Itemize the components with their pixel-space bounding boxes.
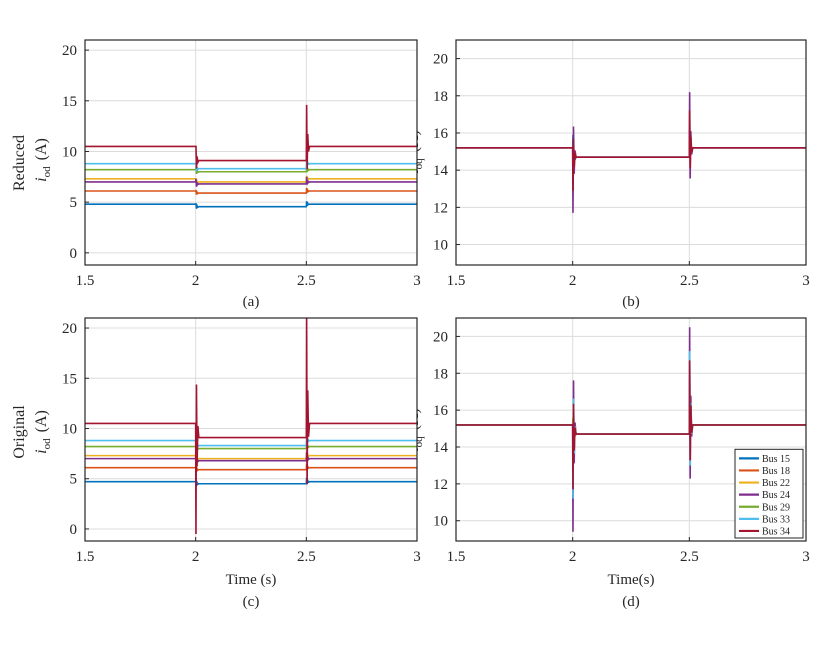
svg-text:iod(A): iod (A) — [33, 138, 53, 182]
row-label-top: Reduced — [11, 135, 28, 191]
ytick-label-d-1: 12 — [433, 477, 448, 493]
xtick-label-a-2: 2.5 — [297, 273, 316, 289]
ytick-label-c-3: 15 — [62, 371, 77, 387]
xtick-label-d-2: 2.5 — [680, 549, 699, 565]
caption-c: (c) — [243, 594, 260, 610]
axes-box-a — [84, 39, 418, 266]
xtick-label-b-0: 1.5 — [447, 273, 466, 289]
series-line-a-bus-15 — [85, 201, 417, 209]
xtick-label-b-1: 2 — [569, 273, 577, 289]
series-line-a-bus-24 — [85, 176, 417, 187]
ylabel-d-sub: oq — [413, 436, 425, 448]
ytick-label-c-0: 0 — [70, 522, 78, 538]
series-line-d-bus-34 — [456, 360, 806, 490]
series-group-a — [85, 104, 417, 209]
plot-area-b — [456, 40, 806, 265]
ytick-label-a-4: 20 — [62, 43, 77, 59]
xtick-label-d-3: 3 — [802, 549, 810, 565]
xtick-label-a-3: 3 — [413, 273, 421, 289]
ytick-label-c-1: 5 — [70, 472, 78, 488]
legend-label-bus-22: Bus 22 — [762, 478, 790, 489]
series-group-c — [85, 318, 417, 534]
panel-a: 1.5 2 2.5 3 0 5 10 15 20 (a) — [62, 39, 421, 310]
xtick-label-b-2: 2.5 — [680, 273, 699, 289]
series-line-a-bus-34 — [85, 104, 417, 170]
ytick-label-a-2: 10 — [62, 144, 77, 160]
ylabel-a-symbol: i — [33, 177, 50, 181]
svg-text:iod(A): iod (A) — [33, 410, 53, 454]
caption-b: (b) — [622, 294, 640, 310]
axes-box-b — [455, 39, 807, 266]
ytick-label-a-1: 5 — [70, 195, 78, 211]
ytick-label-b-2: 14 — [433, 163, 449, 179]
xlabel-d: Time(s) — [608, 572, 655, 588]
ylabel-c-sub: od — [41, 438, 53, 450]
row-label-reduced: Reduced — [11, 135, 28, 191]
ytick-label-d-2: 14 — [433, 440, 449, 456]
ylabel-a-sub: od — [41, 166, 53, 178]
ytick-label-b-5: 20 — [433, 52, 448, 68]
ylabel-c-symbol: i — [33, 449, 50, 453]
ytick-label-a-3: 15 — [62, 94, 77, 110]
ytick-label-d-5: 20 — [433, 329, 448, 345]
axes-box-c — [84, 317, 418, 542]
legend-label-bus-18: Bus 18 — [762, 466, 790, 477]
plot-area-a — [85, 40, 417, 265]
ytick-label-b-4: 18 — [433, 89, 448, 105]
ytick-label-a-0: 0 — [70, 246, 78, 262]
ytick-label-b-1: 12 — [433, 200, 448, 216]
ylabel-b-sub: oq — [413, 158, 425, 170]
xlabel-c: Time (s) — [226, 572, 277, 588]
panel-c: 1.5 2 2.5 3 0 5 10 15 20 Time (s) (c) — [62, 317, 421, 610]
legend-label-bus-24: Bus 24 — [762, 490, 790, 501]
xtick-label-c-3: 3 — [413, 549, 421, 565]
series-group-b — [456, 92, 806, 213]
ytick-label-b-3: 16 — [433, 126, 449, 142]
row-label-original: Original — [11, 405, 28, 459]
ytick-label-c-4: 20 — [62, 321, 77, 337]
xtick-label-d-0: 1.5 — [447, 549, 466, 565]
legend-label-bus-15: Bus 15 — [762, 454, 790, 465]
ytick-label-d-3: 16 — [433, 403, 449, 419]
ytick-label-b-0: 10 — [433, 238, 448, 254]
ytick-label-d-0: 10 — [433, 514, 448, 530]
ylabel-c: iod (A) — [33, 410, 53, 454]
ylabel-c-unit: (A) — [33, 410, 50, 432]
ytick-label-c-2: 10 — [62, 421, 77, 437]
ylabel-a-unit: (A) — [33, 138, 50, 160]
series-line-b-bus-34 — [456, 110, 806, 191]
xtick-label-c-1: 2 — [192, 549, 200, 565]
caption-a: (a) — [243, 294, 260, 310]
xtick-label-b-3: 3 — [802, 273, 810, 289]
xtick-label-c-2: 2.5 — [297, 549, 316, 565]
xtick-label-a-1: 2 — [192, 273, 200, 289]
axes-box-d — [455, 317, 807, 542]
legend-label-bus-29: Bus 29 — [762, 502, 790, 513]
series-line-a-bus-18 — [85, 187, 417, 195]
row-label-bottom: Original — [11, 405, 28, 459]
ytick-label-d-4: 18 — [433, 366, 448, 382]
plot-area-c — [85, 318, 417, 541]
caption-d: (d) — [622, 594, 640, 610]
series-group-d — [456, 327, 806, 532]
panel-b: 1.5 2 2.5 3 10 12 14 16 18 20 (b) — [433, 39, 810, 310]
ylabel-a: iod (A) — [33, 138, 53, 182]
legend-label-bus-33: Bus 33 — [762, 514, 790, 525]
series-line-c-bus-34 — [85, 318, 417, 534]
xtick-label-a-0: 1.5 — [76, 273, 95, 289]
xtick-label-c-0: 1.5 — [76, 549, 95, 565]
xtick-label-d-1: 2 — [569, 549, 577, 565]
legend-label-bus-34: Bus 34 — [762, 526, 790, 537]
